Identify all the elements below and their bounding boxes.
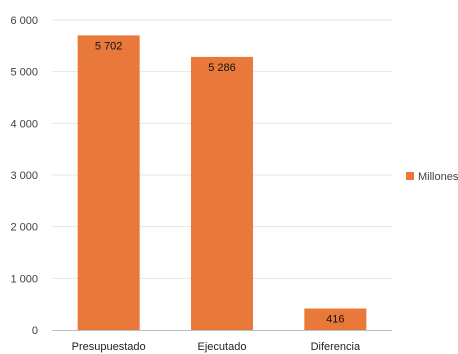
- legend: Millones: [406, 171, 458, 183]
- y-tick-label: 0: [32, 325, 38, 337]
- bar-diferencia: [304, 308, 367, 330]
- y-tick-label: 6 000: [10, 15, 38, 27]
- y-tick-label: 3 000: [10, 170, 38, 182]
- y-tick-label: 4 000: [10, 118, 38, 130]
- x-tick-label: Ejecutado: [198, 341, 247, 353]
- x-axis-ticks: Presupuestado Ejecutado Diferencia: [72, 341, 361, 353]
- bar-ejecutado: [191, 56, 253, 330]
- y-tick-label: 5 000: [10, 67, 38, 79]
- y-axis-ticks: 0 1 000 2 000 3 000 4 000 5 000 6 000: [10, 15, 38, 337]
- y-tick-label: 2 000: [10, 222, 38, 234]
- data-label: 5 702: [95, 40, 123, 52]
- legend-label: Millones: [418, 171, 458, 183]
- data-labels: 5 702 5 286 416: [95, 40, 345, 325]
- bar-presupuestado: [77, 35, 140, 330]
- data-label: 416: [326, 314, 344, 326]
- bars: [77, 35, 367, 330]
- data-label: 5 286: [208, 62, 236, 74]
- y-tick-label: 1 000: [10, 273, 38, 285]
- legend-swatch: [406, 172, 414, 180]
- x-tick-label: Presupuestado: [72, 341, 146, 353]
- x-tick-label: Diferencia: [311, 341, 361, 353]
